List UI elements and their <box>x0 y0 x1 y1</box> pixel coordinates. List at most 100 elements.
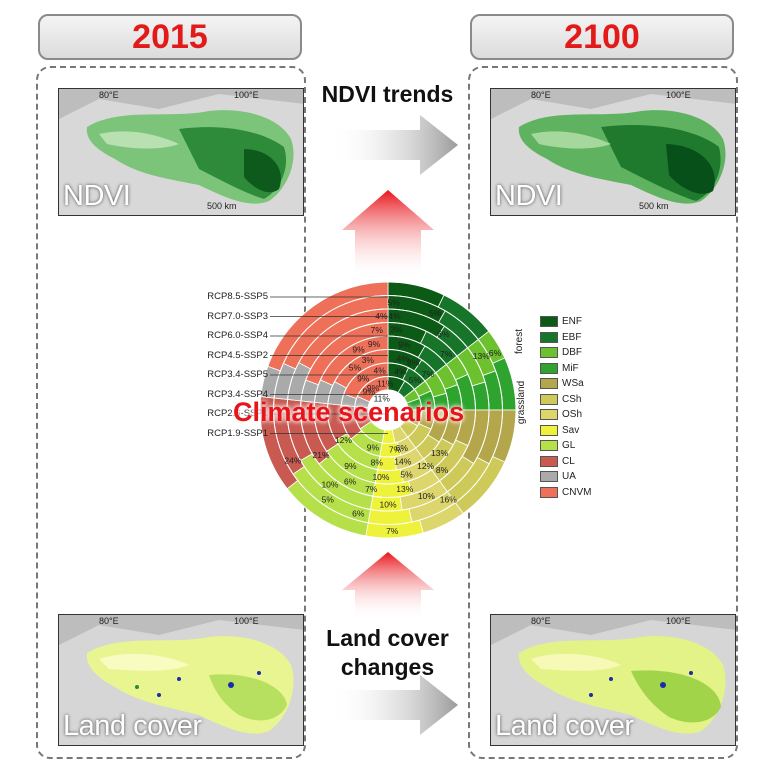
legend-label: CL <box>562 455 575 467</box>
legend-item-mif: MiF <box>540 362 579 374</box>
legend-item-cnvm: CNVM <box>540 486 591 498</box>
ring-percent-label: 4% <box>388 311 401 321</box>
ndvi-map-2100: 80°E 100°E 500 km NDVI <box>490 88 736 216</box>
legend-label: EBF <box>562 331 582 343</box>
ring-percent-label: 8% <box>436 465 449 475</box>
scenario-label: RCP8.5-SSP5 <box>207 291 268 302</box>
legend-item-ua: UA <box>540 471 576 482</box>
legend-swatch <box>540 347 558 358</box>
scenario-label: RCP3.4-SSP5 <box>207 369 268 380</box>
scenario-label: RCP6.0-SSP4 <box>207 330 268 341</box>
ring-percent-label: 10% <box>418 491 435 501</box>
legend-grassland-group: grassland <box>516 380 528 425</box>
ring-percent-label: 3% <box>362 355 375 365</box>
legend-item-gl: GL <box>540 440 575 451</box>
ring-separator <box>259 281 517 539</box>
ring-percent-label: 5% <box>387 297 400 307</box>
lc2015-lon2-tick: 100°E <box>234 616 259 626</box>
ring-percent-label: 4% <box>397 353 410 363</box>
legend-item-wsa: WSa <box>540 378 584 389</box>
ring-percent-label: 9% <box>367 383 380 393</box>
left-year-box: 2015 <box>38 14 302 60</box>
ring-percent-label: 7% <box>371 325 384 335</box>
ring-percent-label: 7% <box>440 349 453 359</box>
climate-scenarios-title: Climate scenarios <box>233 397 465 427</box>
ndvi2100-label: NDVI <box>495 180 563 212</box>
ring-percent-label: 6% <box>344 476 357 486</box>
legend-item-sav: Sav <box>540 424 580 436</box>
ring-percent-label: 13% <box>396 484 413 494</box>
legend-label: GL <box>562 440 576 451</box>
legend-item-osh: OSh <box>540 409 582 420</box>
scenario-label: RCP4.5-SSP2 <box>207 349 268 361</box>
ring-percent-label: 10% <box>321 479 338 489</box>
legend-label: OSh <box>562 409 583 420</box>
ndvi2100-lon2-tick: 100°E <box>666 90 691 100</box>
ring-percent-label: 24% <box>284 456 301 466</box>
ring-percent-label: 6% <box>489 348 502 358</box>
landcover-map-2015: 80°E 100°E Land cover <box>58 614 304 746</box>
right-year-box: 2100 <box>470 14 734 60</box>
ring-percent-label: 5% <box>322 494 335 504</box>
ring-separator <box>340 362 436 458</box>
ndvi2100-scale: 500 km <box>639 201 669 211</box>
ndvi-map-2015-graphic <box>59 89 303 215</box>
legend-item-csh: CSh <box>540 393 582 405</box>
legend-label: DBF <box>562 347 582 358</box>
scenario-label: RCP2.6-SSP1 <box>207 408 268 419</box>
landcover-map-2015-graphic <box>59 615 303 745</box>
landcover-map-2100-graphic <box>491 615 735 745</box>
ring-percent-label: 9% <box>367 442 380 452</box>
ring-percent-label: 6% <box>396 443 409 453</box>
landcover-changes-line1: Land cover <box>326 625 449 651</box>
legend-label: Sav <box>562 424 580 436</box>
ring-percent-label: 7% <box>389 445 402 455</box>
ring-percent-label: 16% <box>440 494 457 504</box>
ring-separator <box>367 389 409 431</box>
legend-item-ebf: EBF <box>540 331 582 343</box>
ring-separator <box>354 376 422 444</box>
scenario-label: RCP3.4-SSP4 <box>207 388 268 400</box>
legend-swatch <box>540 424 558 436</box>
ndvi2015-lon1-tick: 80°E <box>99 90 119 100</box>
ring-percent-label: 11% <box>377 378 394 388</box>
ring-percent-label: 9% <box>368 339 381 349</box>
legend-label: ENF <box>562 316 582 327</box>
ring-percent-label: 5% <box>400 470 413 480</box>
ring-percent-label: 8% <box>371 458 384 468</box>
ring-separator <box>327 349 449 471</box>
legend-item-cl: CL <box>540 455 575 467</box>
ring-percent-label: 5% <box>349 363 362 373</box>
ring-percent-label: 14% <box>394 457 411 467</box>
ndvi2015-label: NDVI <box>63 180 131 212</box>
ring-percent-label: 12% <box>335 435 352 445</box>
ring-percent-label: 10% <box>372 472 389 482</box>
legend-swatch <box>540 362 558 374</box>
ring-percent-label: 6% <box>352 509 365 519</box>
ndvi-map-2100-graphic <box>491 89 735 215</box>
ring-percent-label: 3% <box>390 325 403 335</box>
legend-label: WSa <box>562 378 584 389</box>
ring-percent-label: 10% <box>379 499 396 509</box>
ring-percent-label: 12% <box>417 461 434 471</box>
lc2100-label: Land cover <box>495 710 634 742</box>
legend-swatch <box>540 486 558 498</box>
legend-swatch <box>540 471 558 482</box>
ring-percent-label: 9% <box>357 373 370 383</box>
ring-percent-label: 7% <box>386 526 399 536</box>
right-year-label: 2100 <box>564 17 640 56</box>
legend-swatch <box>540 378 558 389</box>
legend-swatch <box>540 440 558 451</box>
ring-percent-label: 6% <box>437 329 450 339</box>
ring-percent-label: 4% <box>375 311 388 321</box>
ndvi-trends-text: NDVI trends <box>321 81 454 107</box>
scenario-label: RCP7.0-SSP3 <box>207 310 268 322</box>
legend-label: CSh <box>562 393 582 405</box>
ring-percent-label: 13% <box>473 351 490 361</box>
ring-percent-label: 13% <box>431 448 448 458</box>
ndvi2100-lon1-tick: 80°E <box>531 90 551 100</box>
ring-percent-label: 7% <box>422 369 435 379</box>
ndvi-map-2015: 80°E 100°E 500 km NDVI <box>58 88 304 216</box>
ring-percent-label: 9% <box>363 386 376 396</box>
